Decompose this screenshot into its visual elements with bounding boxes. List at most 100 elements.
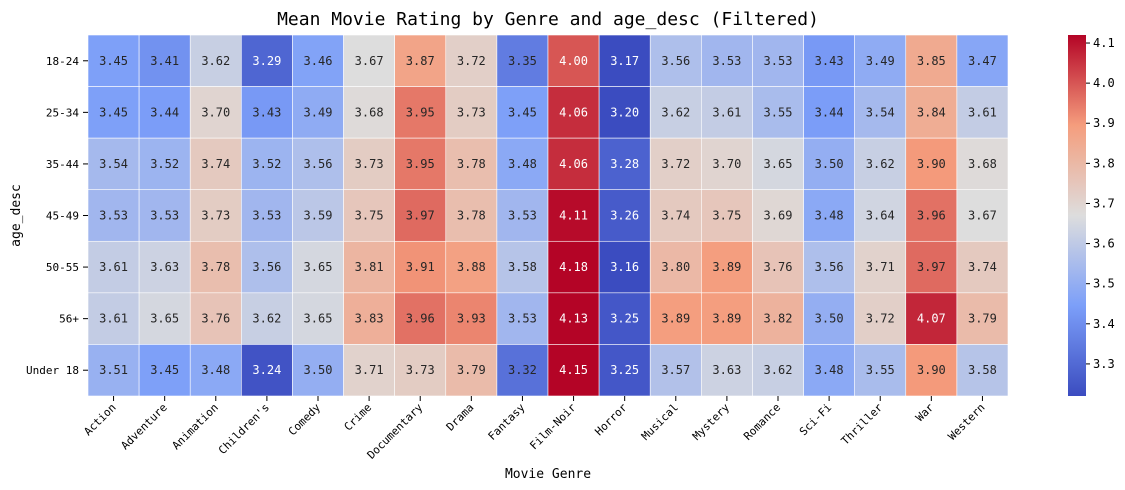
heatmap-cell	[343, 240, 395, 294]
x-tick-label: Adventure	[118, 401, 169, 452]
heatmap-cell	[87, 292, 140, 345]
cell-value-label: 3.49	[304, 105, 333, 119]
heatmap-cell	[803, 292, 855, 345]
heatmap-cell	[649, 240, 702, 294]
cell-value-label: 3.68	[355, 105, 384, 119]
cell-value-label: 3.58	[968, 363, 997, 377]
cell-value-label: 3.55	[866, 363, 895, 377]
heatmap-cell	[649, 189, 702, 242]
heatmap-cell	[241, 34, 293, 87]
heatmap-cell	[241, 292, 293, 345]
heatmap-cell	[854, 34, 907, 87]
cell-value-label: 3.56	[252, 260, 281, 274]
heatmap-cell	[649, 137, 702, 191]
x-tick-label: Western	[946, 401, 988, 443]
cell-value-label: 3.64	[866, 209, 895, 223]
heatmap-cell	[87, 137, 140, 191]
x-tick-label: Crime	[342, 401, 375, 434]
cell-value-label: 3.81	[355, 260, 384, 274]
cell-value-label: 3.53	[712, 54, 741, 68]
cell-value-label: 3.62	[764, 363, 793, 377]
x-tick-label: Mystery	[690, 401, 732, 443]
cell-value-label: 3.75	[712, 209, 741, 223]
heatmap-cell	[803, 189, 855, 242]
heatmap-cell	[649, 344, 702, 397]
cell-value-label: 3.61	[99, 260, 128, 274]
heatmap-cell	[649, 292, 702, 345]
cell-value-label: 3.52	[150, 157, 179, 171]
heatmap-cell	[956, 240, 1009, 294]
cell-value-label: 3.25	[610, 312, 639, 326]
cell-value-label: 3.61	[712, 105, 741, 119]
cell-value-label: 3.29	[252, 54, 281, 68]
heatmap-cell	[701, 240, 753, 294]
cell-value-label: 3.47	[968, 54, 997, 68]
cell-value-label: 3.65	[764, 157, 793, 171]
colorbar-tick-label: 3.3	[1093, 357, 1115, 371]
cell-value-label: 3.70	[712, 157, 741, 171]
heatmap-cell	[394, 344, 447, 397]
cell-value-label: 3.83	[355, 312, 384, 326]
x-tick-label: Action	[81, 401, 118, 438]
x-tick-label: Thriller	[839, 401, 886, 448]
cell-value-label: 3.65	[304, 260, 333, 274]
heatmap-cell	[394, 292, 447, 345]
heatmap-cell	[241, 240, 293, 294]
cell-value-label: 3.53	[508, 209, 537, 223]
cell-value-label: 3.52	[252, 157, 281, 171]
cell-value-label: 3.53	[150, 209, 179, 223]
colorbar-tick-label: 3.6	[1093, 237, 1115, 251]
cell-value-label: 3.89	[712, 312, 741, 326]
heatmap-cell	[701, 189, 753, 242]
cell-value-label: 3.80	[661, 260, 690, 274]
x-tick-label: Children's	[216, 401, 272, 457]
heatmap-cell	[956, 292, 1009, 345]
cell-value-label: 3.56	[815, 260, 844, 274]
cell-value-label: 3.76	[201, 312, 230, 326]
cell-value-label: 3.48	[815, 209, 844, 223]
x-tick-label: Animation	[170, 401, 221, 452]
x-tick-label: Fantasy	[486, 401, 528, 443]
heatmap-cell	[956, 86, 1009, 139]
heatmap-cell	[394, 240, 447, 294]
y-axis-ticks: 18-24 25-34 35-44 45-49 50-55 56+ Under 18	[26, 55, 88, 377]
cell-value-label: 3.48	[815, 363, 844, 377]
heatmap-cell	[701, 86, 753, 139]
cell-value-label: 3.62	[201, 54, 230, 68]
cell-value-label: 3.67	[968, 209, 997, 223]
y-tick-label: Under 18	[26, 364, 79, 377]
cell-value-label: 3.70	[201, 105, 230, 119]
heatmap-cell	[189, 344, 242, 397]
cell-value-label: 3.63	[712, 363, 741, 377]
cell-value-label: 3.44	[815, 105, 844, 119]
heatmap-cell	[905, 344, 958, 397]
cell-value-label: 3.69	[764, 209, 793, 223]
heatmap-cell	[292, 189, 344, 242]
heatmap-cell	[189, 137, 242, 191]
heatmap-cell	[445, 292, 498, 345]
cell-value-label: 3.25	[610, 363, 639, 377]
cell-value-label: 3.48	[508, 157, 537, 171]
cell-value-label: 3.43	[252, 105, 281, 119]
cell-value-label: 3.95	[406, 157, 435, 171]
heatmap-cell	[905, 137, 958, 191]
cell-value-label: 3.20	[610, 105, 639, 119]
cell-value-label: 3.65	[150, 312, 179, 326]
cell-value-label: 3.78	[201, 260, 230, 274]
cell-value-label: 3.28	[610, 157, 639, 171]
y-axis-label: age_desc	[9, 184, 24, 247]
cell-value-label: 3.91	[406, 260, 435, 274]
heatmap-cell	[598, 240, 651, 294]
cell-value-label: 3.79	[457, 363, 486, 377]
cell-value-label: 3.73	[201, 209, 230, 223]
cell-value-label: 4.06	[559, 157, 588, 171]
cell-value-label: 3.51	[99, 363, 128, 377]
x-tick-label: Comedy	[286, 401, 324, 439]
cell-value-label: 3.57	[661, 363, 690, 377]
cell-value-label: 3.72	[661, 157, 690, 171]
heatmap-cell	[292, 292, 344, 345]
x-tick-label: Horror	[592, 401, 630, 439]
heatmap-cell	[496, 292, 549, 345]
